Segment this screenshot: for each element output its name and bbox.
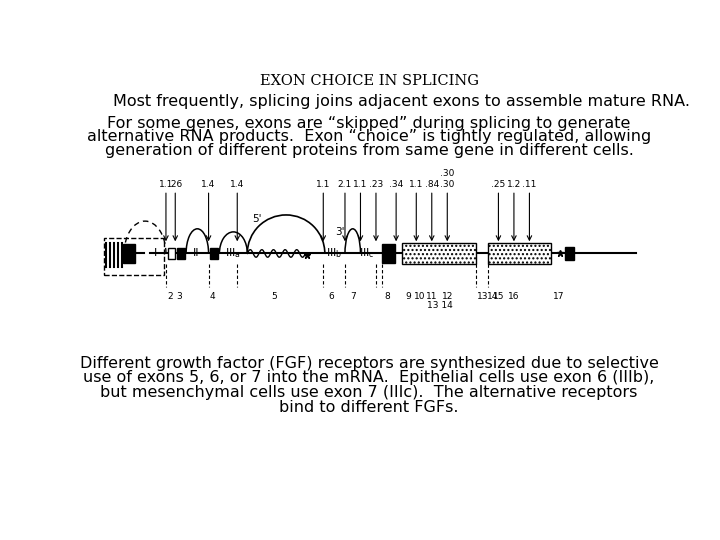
Text: 1.1: 1.1 (159, 180, 173, 189)
Text: 8: 8 (384, 292, 390, 301)
Text: III$_{\mathregular{a}}$: III$_{\mathregular{a}}$ (225, 247, 241, 260)
Text: 1.2: 1.2 (507, 180, 521, 189)
Text: 3: 3 (176, 292, 182, 301)
Text: III$_{\mathregular{b}}$: III$_{\mathregular{b}}$ (326, 247, 342, 260)
Text: alternative RNA products.  Exon “choice” is tightly regulated, allowing: alternative RNA products. Exon “choice” … (87, 130, 651, 145)
Text: 13: 13 (477, 292, 489, 301)
Text: .23: .23 (369, 180, 383, 189)
Text: 4: 4 (210, 292, 215, 301)
Text: .30: .30 (440, 180, 454, 189)
Text: 1.4: 1.4 (202, 180, 216, 189)
Text: .26: .26 (168, 180, 182, 189)
Text: EXON CHOICE IN SPLICING: EXON CHOICE IN SPLICING (259, 74, 479, 88)
Text: 11: 11 (426, 292, 438, 301)
Text: .25: .25 (491, 180, 505, 189)
Text: 5': 5' (252, 214, 261, 224)
Text: 16: 16 (508, 292, 520, 301)
Text: generation of different proteins from same gene in different cells.: generation of different proteins from sa… (104, 143, 634, 158)
Text: 1.4: 1.4 (230, 180, 244, 189)
Text: 6: 6 (328, 292, 334, 301)
Text: 2: 2 (167, 292, 173, 301)
Text: 9: 9 (405, 292, 411, 301)
Text: .30: .30 (440, 169, 454, 178)
Text: 15: 15 (492, 292, 504, 301)
Text: bind to different FGFs.: bind to different FGFs. (279, 400, 459, 415)
Text: 10: 10 (413, 292, 425, 301)
Text: 1.1: 1.1 (316, 180, 330, 189)
Text: 1.1: 1.1 (409, 180, 423, 189)
Text: 2.1: 2.1 (338, 180, 352, 189)
Text: 7: 7 (350, 292, 356, 301)
Text: Most frequently, splicing joins adjacent exons to assemble mature RNA.: Most frequently, splicing joins adjacent… (113, 94, 690, 109)
Bar (565, 247, 575, 260)
Text: 17: 17 (553, 292, 564, 301)
Bar (382, 244, 395, 262)
Text: .34: .34 (389, 180, 403, 189)
Bar (104, 238, 163, 275)
Bar (210, 248, 218, 259)
Text: 3': 3' (336, 226, 345, 237)
Text: 1.1: 1.1 (354, 180, 368, 189)
Text: 14: 14 (487, 292, 498, 301)
Text: use of exons 5, 6, or 7 into the mRNA.  Epithelial cells use exon 6 (IIIb),: use of exons 5, 6, or 7 into the mRNA. E… (84, 370, 654, 386)
Text: .11: .11 (522, 180, 536, 189)
Text: 13 14: 13 14 (427, 301, 452, 310)
Text: 5: 5 (271, 292, 277, 301)
Text: 12: 12 (441, 292, 453, 301)
Text: .84: .84 (425, 180, 439, 189)
Bar (122, 244, 135, 262)
Text: I: I (153, 248, 157, 259)
Text: III$_{\mathregular{c}}$: III$_{\mathregular{c}}$ (359, 247, 374, 260)
Bar (177, 248, 184, 259)
Bar (487, 242, 551, 264)
Bar (168, 248, 175, 259)
Text: but mesenchymal cells use exon 7 (IIIc).  The alternative receptors: but mesenchymal cells use exon 7 (IIIc).… (100, 385, 638, 400)
Bar (402, 242, 476, 264)
Text: Different growth factor (FGF) receptors are synthesized due to selective: Different growth factor (FGF) receptors … (80, 356, 658, 371)
Text: II: II (193, 248, 199, 259)
Text: For some genes, exons are “skipped” during splicing to generate: For some genes, exons are “skipped” duri… (107, 116, 631, 131)
